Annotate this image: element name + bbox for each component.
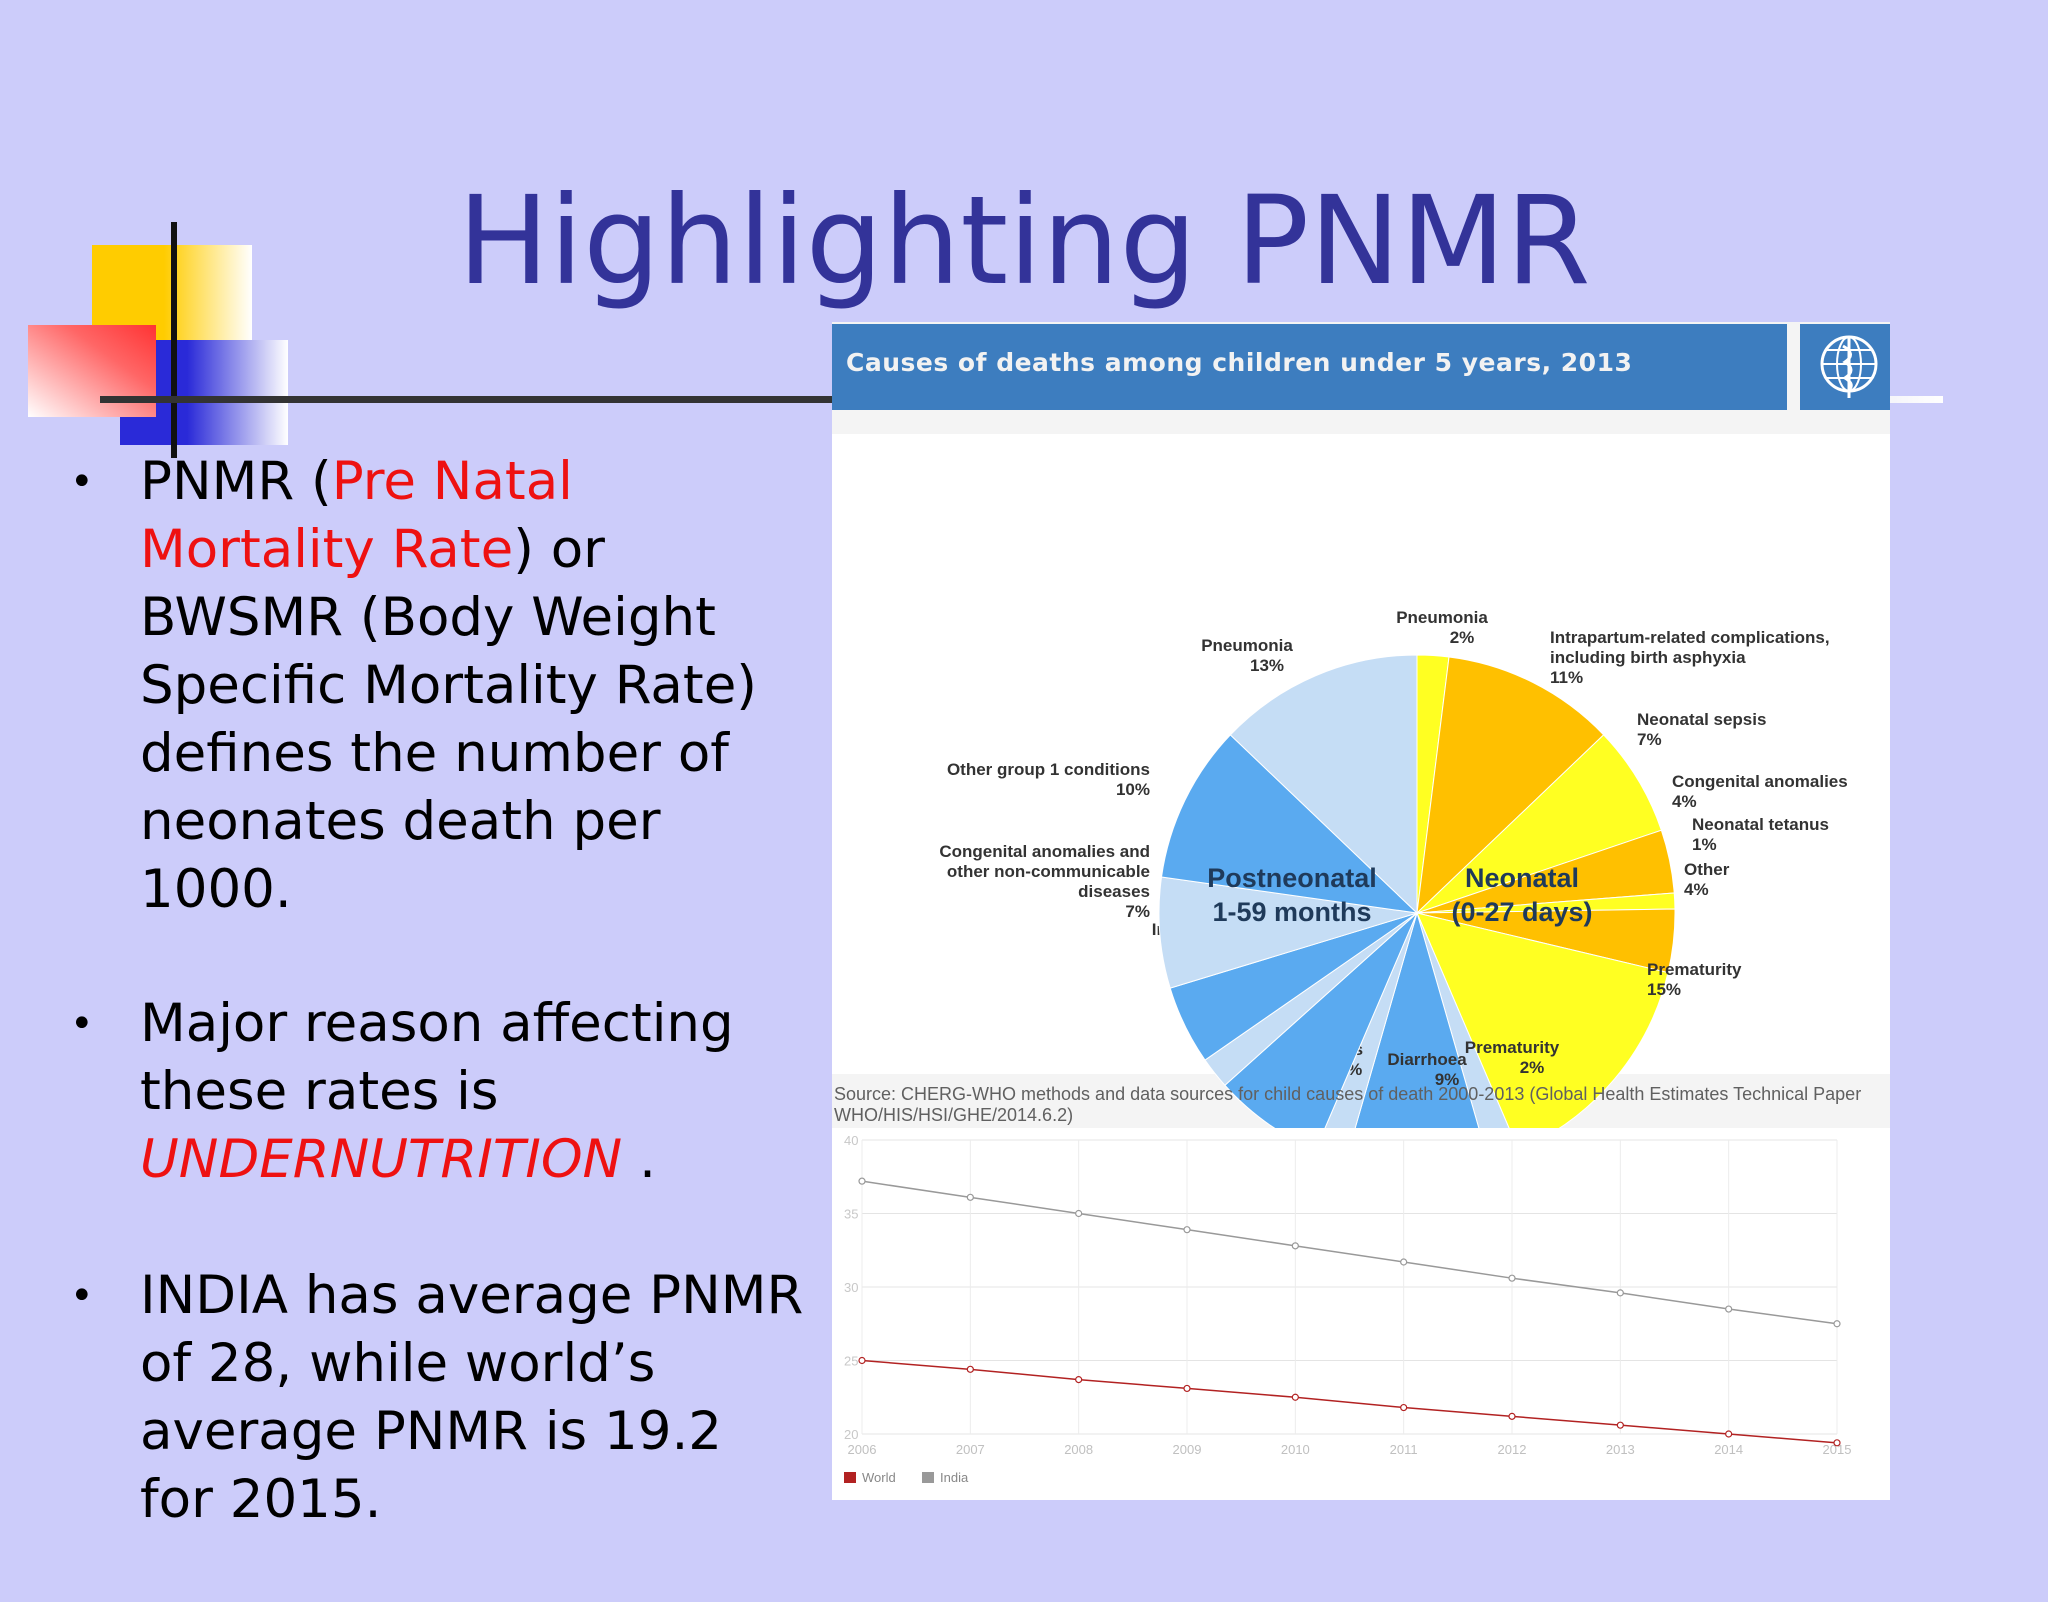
pie-slice xyxy=(1416,734,1662,914)
x-tick-label: 2012 xyxy=(1498,1442,1527,1457)
decor-vertical-line xyxy=(171,222,177,458)
figure-header: Causes of deaths among children under 5 … xyxy=(832,324,1787,410)
figure-title: Causes of deaths among children under 5 … xyxy=(846,348,1633,377)
pie-chart: Pneumonia 2% Intrapartum-related complicat… xyxy=(939,608,1848,1172)
bullet-emphasis: Pre Natal Mortality Rate xyxy=(140,451,573,580)
x-tick-label: 2006 xyxy=(848,1442,877,1457)
y-tick-label: 35 xyxy=(844,1207,858,1222)
pie-slice-label: Intrapartum-related complications, includ… xyxy=(1550,628,1830,687)
bullet-text: ) or BWSMR (Body Weight Specific Mortali… xyxy=(140,519,757,920)
series-point xyxy=(1508,1274,1516,1282)
pie-slice xyxy=(1416,656,1605,915)
x-tick-label: 2007 xyxy=(956,1442,985,1457)
x-tick-label: 2008 xyxy=(1064,1442,1093,1457)
series-line-world xyxy=(861,1359,1838,1444)
pie-slice-label: Pneumonia 13% xyxy=(1201,636,1293,675)
series-point xyxy=(1183,1384,1191,1393)
decor-red-square xyxy=(28,325,156,417)
series-point xyxy=(1291,1242,1299,1250)
bullet-text: Major reason affecting these rates is xyxy=(140,993,734,1122)
series-point xyxy=(1075,1209,1083,1218)
x-tick-label: 2011 xyxy=(1390,1442,1418,1457)
pie-slice-label: Other group 1 conditions 10% xyxy=(947,760,1150,799)
bullet-emphasis: UNDERNUTRITION xyxy=(140,1129,623,1190)
series-point xyxy=(1400,1258,1408,1266)
series-point xyxy=(1291,1393,1299,1401)
x-tick-label: 2014 xyxy=(1714,1442,1743,1457)
bullet-marker: • xyxy=(70,1001,94,1047)
slide: Highlighting PNMR • PNMR (Pre Natal Mort… xyxy=(28,170,1943,1530)
x-tick-label: 2013 xyxy=(1606,1442,1635,1457)
series-point xyxy=(966,1193,974,1201)
line-chart-background xyxy=(832,1128,1890,1500)
y-tick-label: 30 xyxy=(844,1280,858,1295)
pie-slice-label: Other 4% xyxy=(1684,860,1730,899)
legend-label: World xyxy=(862,1470,896,1485)
pie-slice-label: Neonatal tetanus 1% xyxy=(1692,815,1829,854)
pie-slice-label: Neonatal sepsis 7% xyxy=(1637,710,1766,749)
series-point xyxy=(1508,1412,1516,1420)
pie-slice-label: Prematurity 15% xyxy=(1647,960,1742,999)
series-point xyxy=(1725,1305,1733,1313)
postneonatal-group-label: Postneonatal 1-59 months xyxy=(1207,863,1377,927)
series-point xyxy=(966,1365,974,1373)
y-tick-label: 40 xyxy=(844,1133,858,1148)
y-tick-label: 20 xyxy=(844,1427,858,1442)
x-tick-label: 2010 xyxy=(1281,1442,1310,1457)
pie-slice-label: Pneumonia 2% xyxy=(1396,608,1488,647)
series-point xyxy=(858,1356,866,1365)
legend-swatch xyxy=(922,1472,934,1483)
series-point xyxy=(1400,1403,1408,1412)
pie-slice xyxy=(1158,876,1418,989)
pie-slice-label: Prematurity 2% xyxy=(1465,1038,1560,1077)
figure-panel: Causes of deaths among children under 5 … xyxy=(832,322,1890,1500)
pie-slice-label: Congenital anomalies 4% xyxy=(1672,772,1848,811)
bullet-marker: • xyxy=(70,459,94,505)
legend-swatch xyxy=(844,1472,856,1483)
series-point xyxy=(1616,1421,1624,1429)
bullet-marker: • xyxy=(70,1273,94,1319)
bullet-text: INDIA has average PNMR of 28, while worl… xyxy=(140,1265,804,1530)
figure-source: Source: CHERG-WHO methods and data sourc… xyxy=(834,1084,1862,1125)
x-tick-label: 2009 xyxy=(1173,1442,1202,1457)
series-point xyxy=(1725,1430,1733,1438)
series-point xyxy=(1833,1439,1841,1447)
bullet-text: PNMR ( xyxy=(140,451,332,512)
bullet-text: . xyxy=(639,1129,656,1190)
series-point xyxy=(1833,1320,1841,1328)
y-tick-label: 25 xyxy=(844,1354,858,1369)
pie-slice xyxy=(1229,654,1418,915)
neonatal-group-label: Neonatal (0-27 days) xyxy=(1451,863,1592,927)
series-point xyxy=(1616,1289,1624,1297)
series-point xyxy=(858,1177,866,1185)
bullet-item: • PNMR (Pre Natal Mortality Rate) or BWS… xyxy=(70,448,810,924)
page-title: Highlighting PNMR xyxy=(457,170,1591,312)
line-chart: 20 25 30 35 40 2006 2007 2008 2009 2010 2011 2012 20… xyxy=(844,1133,1852,1485)
pie-slice-label: Diarrhoea 9% xyxy=(1387,1050,1467,1089)
series-point xyxy=(1075,1376,1083,1384)
bullet-list: • PNMR (Pre Natal Mortality Rate) or BWS… xyxy=(70,448,810,1602)
series-point xyxy=(1183,1226,1191,1234)
who-emblem-icon xyxy=(1820,335,1878,398)
bullet-item: • INDIA has average PNMR of 28, while wo… xyxy=(70,1262,810,1534)
pie-slice-label: Congenital anomalies and other non-commun… xyxy=(939,842,1150,921)
series-line-india xyxy=(861,1180,1838,1325)
legend-label: India xyxy=(940,1470,969,1485)
bullet-item: • Major reason affecting these rates is … xyxy=(70,990,810,1194)
x-tick-label: 2015 xyxy=(1823,1442,1852,1457)
pie-slice xyxy=(1160,734,1419,914)
